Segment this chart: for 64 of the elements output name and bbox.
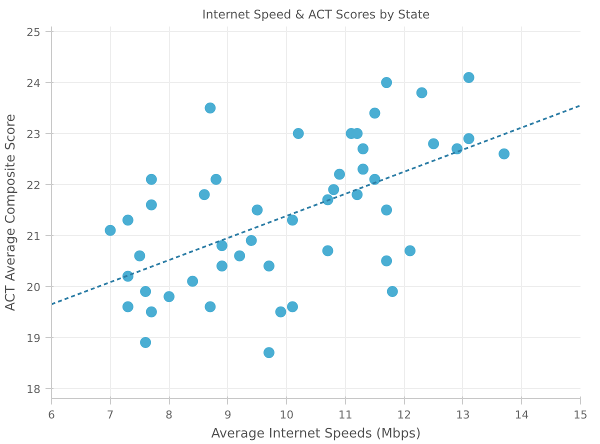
point — [381, 204, 392, 216]
x-tick-label: 12 — [397, 408, 412, 422]
point — [216, 240, 228, 252]
point — [386, 286, 398, 297]
y-tick-label: 25 — [26, 26, 41, 40]
y-tick-label: 19 — [26, 332, 41, 345]
y-axis-title: ACT Average Composite Score — [4, 114, 19, 312]
x-tick-label: 10 — [280, 408, 294, 422]
point — [358, 164, 369, 175]
point — [263, 347, 274, 358]
point — [246, 235, 257, 246]
point — [210, 174, 222, 185]
x-tick-label: 11 — [338, 408, 352, 422]
point — [198, 189, 210, 200]
point — [146, 306, 157, 318]
point — [334, 168, 346, 180]
point — [352, 189, 363, 200]
y-tick-label: 20 — [26, 280, 41, 294]
point — [275, 306, 286, 318]
y-tick-label: 24 — [26, 77, 41, 90]
point — [322, 245, 334, 256]
point — [428, 138, 440, 150]
point — [286, 214, 298, 226]
point — [463, 133, 474, 144]
point — [328, 184, 340, 196]
y-tick-label: 18 — [26, 382, 41, 396]
point — [381, 255, 392, 266]
chart-title: Internet Speed & ACT Scores by State — [202, 8, 430, 22]
point — [140, 286, 152, 297]
point — [140, 336, 152, 348]
point — [358, 143, 369, 154]
point — [146, 174, 157, 185]
x-tick-label: 13 — [456, 408, 470, 422]
y-tick-label: 23 — [26, 128, 41, 142]
point — [204, 301, 216, 312]
point — [416, 87, 428, 98]
point — [292, 128, 304, 140]
point — [404, 245, 416, 256]
point — [252, 204, 263, 216]
x-tick-label: 14 — [514, 408, 529, 422]
point — [104, 224, 116, 236]
x-tick-label: 8 — [166, 408, 173, 422]
point — [187, 276, 198, 287]
point — [381, 77, 392, 88]
point — [463, 72, 474, 83]
x-axis-title: Average Internet Speeds (Mbps) — [211, 426, 421, 442]
point — [216, 260, 228, 272]
point — [146, 199, 157, 210]
x-tick-label: 6 — [48, 408, 55, 422]
point — [234, 250, 246, 262]
x-tick-label: 15 — [574, 408, 588, 422]
x-tick-label: 7 — [106, 408, 114, 422]
point — [498, 148, 510, 160]
point — [263, 260, 274, 272]
y-tick-label: 22 — [26, 178, 41, 192]
point — [369, 108, 380, 119]
point — [164, 291, 175, 302]
y-tick-label: 21 — [26, 230, 41, 243]
point — [286, 301, 298, 312]
point — [204, 102, 216, 114]
point — [122, 214, 134, 226]
point — [122, 301, 134, 312]
point — [134, 250, 146, 262]
x-tick-label: 9 — [224, 408, 232, 422]
